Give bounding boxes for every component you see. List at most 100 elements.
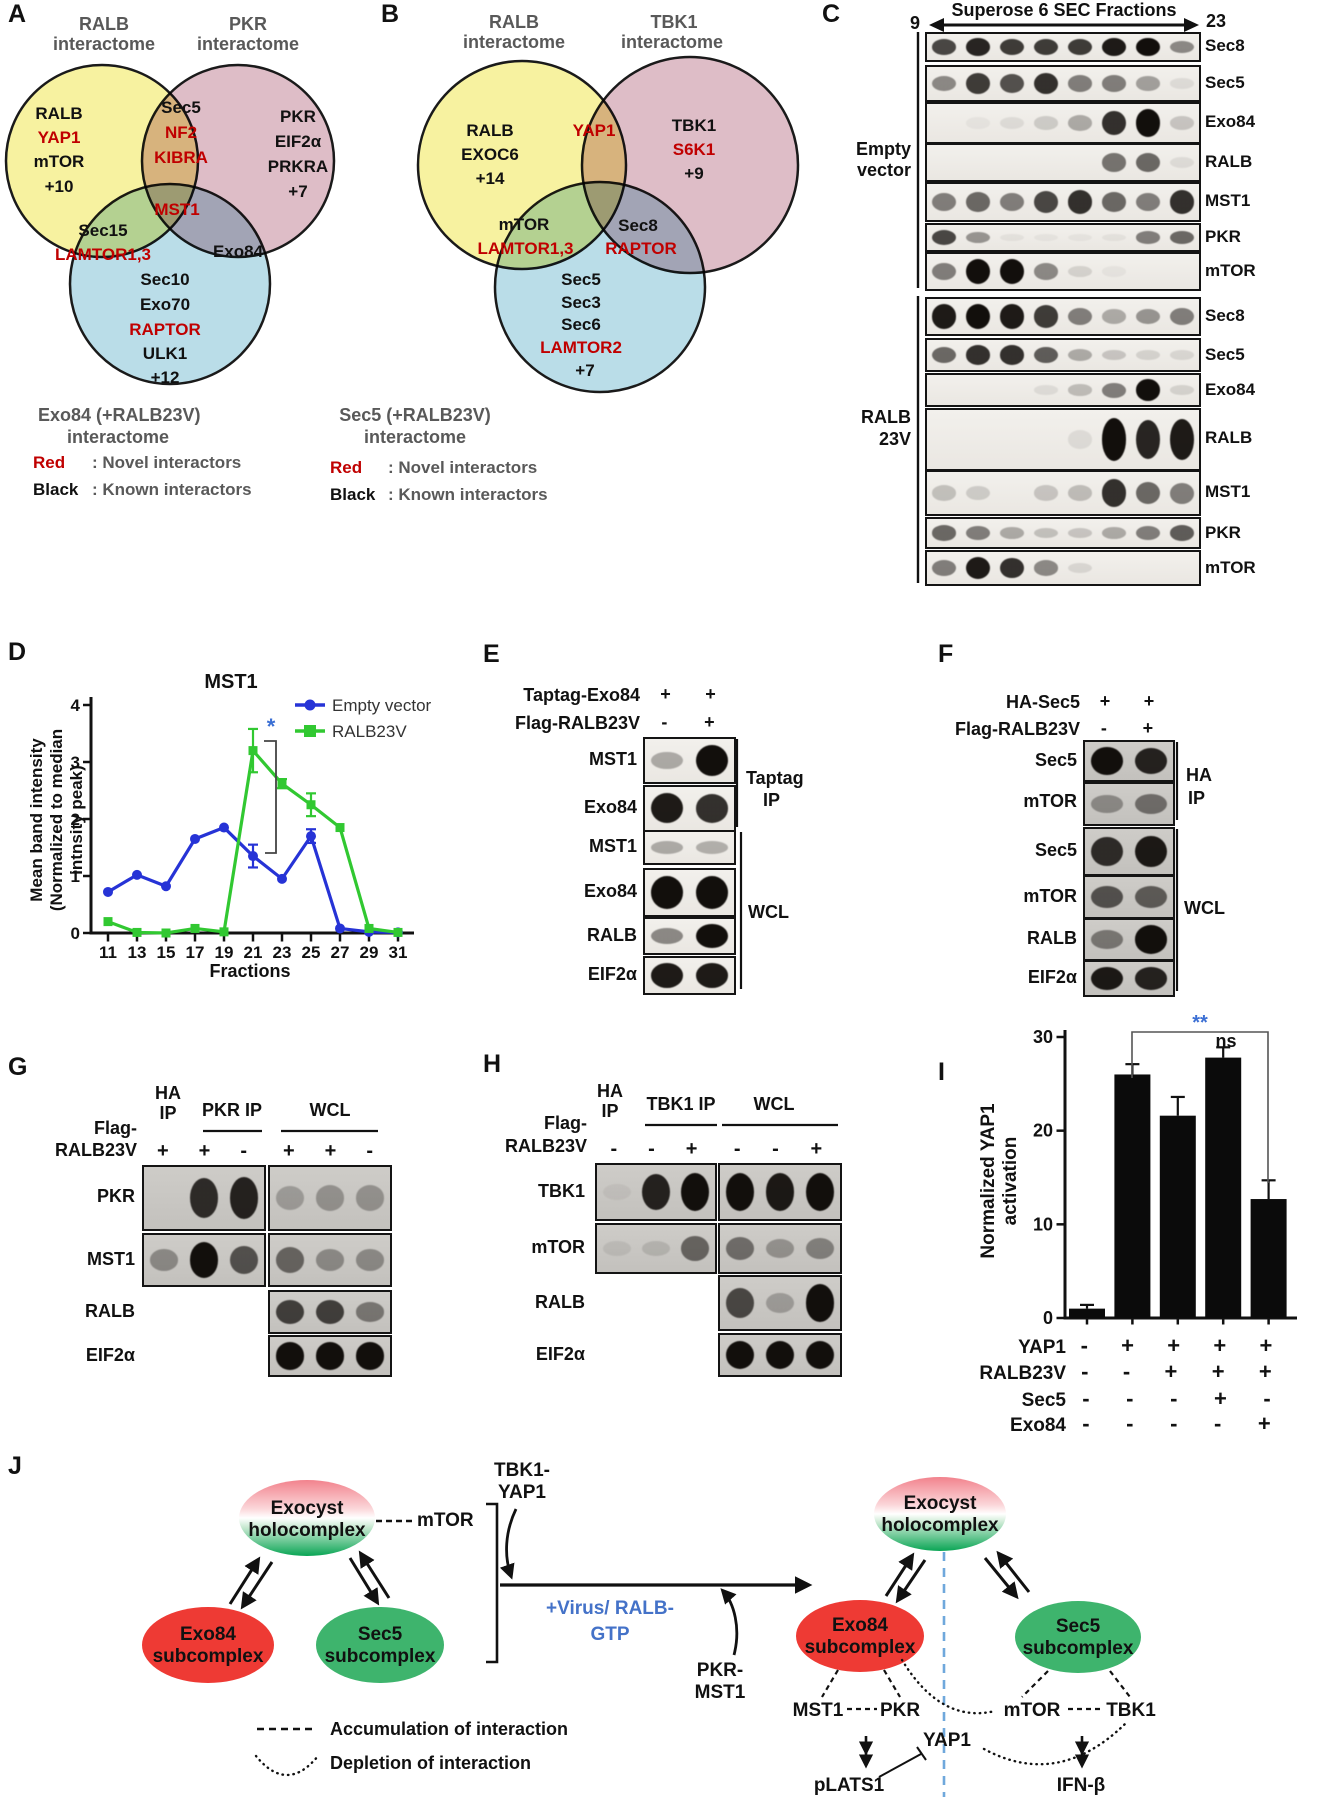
blot-row-label: mTOR (1023, 886, 1077, 906)
sign: + (810, 1138, 823, 1160)
venn-b-title-right: TBK1 (650, 12, 698, 32)
blot-box (1083, 918, 1175, 961)
data-point (248, 746, 258, 756)
blot-band (1033, 485, 1059, 501)
blot-band (1135, 193, 1161, 211)
venn-a-title-left2: interactome (52, 34, 156, 54)
blot-band (1067, 527, 1093, 539)
d-x-tick: 29 (360, 943, 379, 962)
blot-box (643, 785, 736, 832)
wcl-bracket-label: WCL (1184, 898, 1225, 918)
blot-band (1135, 109, 1161, 137)
blot-band (189, 1242, 219, 1278)
blot-band (1033, 527, 1059, 539)
sign-row: - + + + + (1064, 1333, 1289, 1359)
blot-band (602, 1183, 631, 1201)
blot-band (229, 1245, 259, 1275)
blot-box (925, 252, 1201, 291)
blot-box (925, 223, 1201, 252)
sign: + (1167, 1333, 1181, 1358)
blot-band (681, 1236, 710, 1261)
condition-label: Flag-RALB23V (954, 719, 1080, 739)
chart-i: 0 10 20 30 (1033, 1027, 1297, 1328)
blot-band (229, 1177, 259, 1219)
blot-row-label: Sec5 (1034, 750, 1077, 770)
table-row-label: YAP1 (1018, 1337, 1066, 1358)
blot-band (695, 745, 728, 776)
blot-band (725, 1236, 755, 1261)
blot-band (651, 927, 684, 945)
blot-box (925, 373, 1201, 407)
blot-band (1169, 385, 1195, 395)
sign: + (705, 684, 716, 704)
sign: - (1082, 1386, 1090, 1411)
blot-box (643, 917, 736, 955)
blot-band (1101, 266, 1127, 277)
blot-band (999, 345, 1025, 365)
venn-a (4, 63, 336, 386)
inhibition-tbar (916, 1746, 927, 1761)
blot-row-label: TBK1 (537, 1181, 585, 1201)
venn-a-item: KIBRA (154, 148, 208, 167)
i-y-tick: 0 (1043, 1308, 1053, 1328)
blot-band (931, 560, 957, 576)
blot-band (315, 1185, 345, 1211)
sign: + (1257, 1411, 1271, 1436)
blot-box (268, 1290, 392, 1334)
blot-box (718, 1163, 842, 1221)
blot-row-label: mTOR (531, 1237, 585, 1257)
blot-band (1135, 419, 1161, 460)
double-arrows (228, 1550, 1031, 1610)
sign-row: - - + + + (1064, 1359, 1289, 1385)
sig-bracket-d (264, 740, 277, 854)
blot-band (1169, 525, 1195, 541)
sign: - (366, 1140, 373, 1162)
blot-box (1083, 827, 1175, 876)
blot-band (1135, 526, 1161, 540)
panel-ef-brackets (735, 739, 1179, 991)
blot-band (965, 526, 991, 540)
node-label: TBK1 (1106, 1700, 1156, 1721)
data-point (364, 923, 374, 933)
d-x-tick: 31 (389, 943, 408, 962)
bar (1114, 1074, 1151, 1318)
data-point (161, 881, 171, 892)
blot-band (189, 1177, 219, 1219)
blot-band (1135, 886, 1167, 908)
d-y-tick: 3 (71, 753, 80, 772)
blot-box (925, 182, 1201, 222)
blot-row-label: mTOR (1023, 791, 1077, 811)
blot-band (931, 229, 957, 246)
blot-row-label: EIF2α (535, 1344, 585, 1364)
d-y-tick: 0 (71, 924, 80, 943)
y-axis-title-line: (Normalized to median (47, 728, 66, 912)
data-point (335, 923, 345, 934)
blot-row-label: Sec5 (1205, 73, 1245, 92)
condition-label: Flag- (544, 1113, 587, 1133)
arrow-left-icon (929, 18, 944, 32)
blot-band (1067, 38, 1093, 56)
venn-a-caption: Exo84 (+RALB23V) (38, 405, 201, 425)
sign: + (660, 684, 671, 704)
sign: + (1142, 718, 1154, 738)
blot-band (1091, 966, 1123, 990)
venn-b-item: YAP1 (572, 121, 616, 140)
sign: - (240, 1140, 247, 1162)
blot-band (1033, 560, 1059, 576)
blot-band (275, 1342, 305, 1370)
blot-band (1135, 231, 1161, 244)
venn-a-item: EIF2α (274, 132, 322, 151)
blot-band (999, 233, 1025, 242)
blot-row-label: Exo84 (1205, 112, 1256, 131)
venn-a-item: Exo70 (139, 295, 191, 314)
y-axis-title: Mean band intensity (Normalized to media… (24, 695, 90, 945)
data-point (335, 823, 345, 833)
significance-star: * (266, 714, 276, 739)
sign: + (198, 1140, 211, 1162)
blot-row-label: MST1 (86, 1249, 135, 1269)
blot-band (931, 485, 957, 501)
node-label: Exocyst (270, 1498, 344, 1519)
group-label: vector (856, 160, 911, 180)
blot-band (1067, 384, 1093, 396)
